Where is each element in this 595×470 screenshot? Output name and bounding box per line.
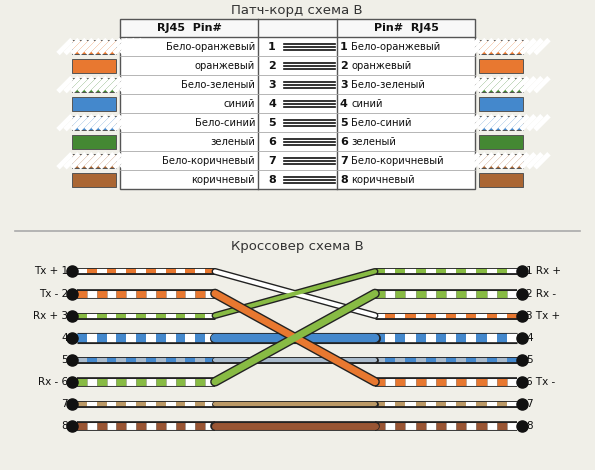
Text: синий: синий	[224, 99, 255, 109]
Bar	[72, 39, 116, 54]
Text: Кроссовер схема B: Кроссовер схема B	[231, 240, 364, 253]
Text: Бело-зеленый: Бело-зеленый	[351, 79, 425, 90]
Text: Rx - 6: Rx - 6	[38, 377, 68, 387]
Bar	[479, 173, 523, 187]
Text: зеленый: зеленый	[351, 137, 396, 147]
Bar	[479, 154, 523, 168]
Text: Бело-синий: Бело-синий	[195, 118, 255, 128]
Bar	[72, 154, 116, 168]
Bar	[72, 154, 116, 168]
Text: 6: 6	[268, 137, 276, 147]
Text: 6 Tx -: 6 Tx -	[526, 377, 555, 387]
Text: 7: 7	[268, 156, 276, 166]
Text: оранжевый: оранжевый	[351, 61, 411, 70]
Text: 1 Rx +: 1 Rx +	[526, 266, 561, 276]
Bar	[72, 116, 116, 130]
Text: 2: 2	[268, 61, 276, 70]
Text: 2: 2	[340, 61, 347, 70]
Bar	[120, 19, 475, 189]
Text: 5: 5	[340, 118, 347, 128]
Text: 7: 7	[61, 399, 68, 409]
Bar	[72, 39, 116, 54]
Text: 4: 4	[61, 333, 68, 343]
Bar	[479, 39, 523, 54]
Text: 3: 3	[340, 79, 347, 90]
Text: Pin#  RJ45: Pin# RJ45	[374, 23, 439, 33]
Text: 7: 7	[526, 399, 533, 409]
Text: 1: 1	[340, 41, 347, 52]
Bar	[479, 59, 523, 72]
Text: Бело-коричневый: Бело-коричневый	[162, 156, 255, 166]
Text: 7: 7	[340, 156, 347, 166]
Text: коричневый: коричневый	[351, 175, 415, 185]
Text: 5: 5	[526, 355, 533, 365]
Bar	[72, 78, 116, 92]
Text: синий: синий	[351, 99, 383, 109]
Text: 3: 3	[268, 79, 276, 90]
Text: 6: 6	[340, 137, 348, 147]
Text: RJ45  Pin#: RJ45 Pin#	[156, 23, 221, 33]
Bar	[72, 154, 116, 168]
Text: 4: 4	[268, 99, 276, 109]
Bar	[120, 19, 475, 37]
Text: 1: 1	[268, 41, 276, 52]
Bar	[479, 78, 523, 92]
Text: 8: 8	[340, 175, 347, 185]
Bar	[72, 116, 116, 130]
Bar	[72, 78, 116, 92]
Text: 8: 8	[526, 421, 533, 431]
Text: Патч-корд схема B: Патч-корд схема B	[231, 4, 363, 17]
Bar	[72, 97, 116, 110]
Text: Бело-синий: Бело-синий	[351, 118, 412, 128]
Text: 8: 8	[61, 421, 68, 431]
Text: 8: 8	[268, 175, 276, 185]
Text: Бело-оранжевый: Бело-оранжевый	[351, 41, 440, 52]
Bar	[72, 39, 116, 54]
Text: Бело-оранжевый: Бело-оранжевый	[166, 41, 255, 52]
Text: Бело-зеленый: Бело-зеленый	[181, 79, 255, 90]
Bar	[479, 78, 523, 92]
Text: 2 Rx -: 2 Rx -	[526, 289, 556, 298]
Text: оранжевый: оранжевый	[195, 61, 255, 70]
Bar	[72, 135, 116, 149]
Bar	[72, 173, 116, 187]
Bar	[479, 116, 523, 130]
Text: зеленый: зеленый	[210, 137, 255, 147]
Bar	[72, 116, 116, 130]
Bar	[479, 97, 523, 110]
Text: Tx - 2: Tx - 2	[39, 289, 68, 298]
Text: 3 Tx +: 3 Tx +	[526, 311, 560, 321]
Bar	[479, 154, 523, 168]
Bar	[479, 116, 523, 130]
Text: 5: 5	[268, 118, 276, 128]
Text: 5: 5	[61, 355, 68, 365]
Text: коричневый: коричневый	[192, 175, 255, 185]
Bar	[72, 78, 116, 92]
Text: Бело-коричневый: Бело-коричневый	[351, 156, 444, 166]
Text: Tx + 1: Tx + 1	[34, 266, 68, 276]
Bar	[72, 59, 116, 72]
Text: 4: 4	[340, 99, 348, 109]
Text: Rx + 3: Rx + 3	[33, 311, 68, 321]
Bar	[479, 135, 523, 149]
Bar	[120, 19, 475, 189]
Text: 4: 4	[526, 333, 533, 343]
Bar	[479, 39, 523, 54]
